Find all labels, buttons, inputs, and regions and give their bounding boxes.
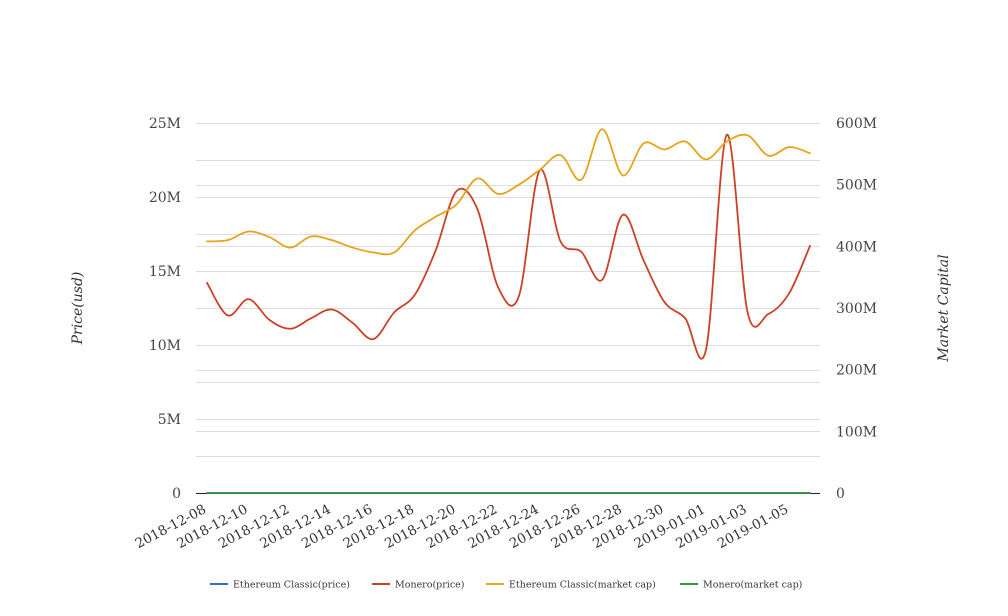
y-axis-left-title: Price(usd) <box>70 272 86 346</box>
legend-item-ethereum-classic-market-cap: Ethereum Classic(market cap) <box>486 580 656 591</box>
y-tick-label-right: 600M <box>836 116 877 132</box>
legend-label: Ethereum Classic(market cap) <box>509 580 656 591</box>
y-axis-right-title: Market Capital <box>936 254 952 362</box>
legend-label: Ethereum Classic(price) <box>233 580 350 591</box>
y-axis-right: 0 100M 200M 300M 400M 500M 600M <box>836 116 877 502</box>
y-tick-label-left: 10M <box>149 338 181 354</box>
y-tick-label-left: 20M <box>149 190 181 206</box>
y-tick-label-right: 100M <box>836 424 877 440</box>
legend-item-monero-market-cap: Monero(market cap) <box>680 580 802 591</box>
y-axis-left: 0 5M 10M 15M 20M 25M <box>149 116 181 502</box>
series-lines <box>206 128 811 494</box>
y-tick-label-left: 5M <box>158 412 181 428</box>
legend-label: Monero(market cap) <box>703 580 802 591</box>
y-tick-label-left: 0 <box>172 486 181 502</box>
legend-label: Monero(price) <box>395 580 464 591</box>
y-tick-label-right: 400M <box>836 239 877 255</box>
y-tick-label-left: 15M <box>149 264 181 280</box>
series-line-monero-price <box>206 133 811 360</box>
grid-lines <box>196 123 820 494</box>
y-tick-label-right: 500M <box>836 178 877 194</box>
y-tick-label-right: 200M <box>836 363 877 379</box>
y-tick-label-left: 25M <box>149 116 181 132</box>
legend-item-ethereum-classic-price: Ethereum Classic(price) <box>210 580 350 591</box>
x-axis: 2018-12-082018-12-102018-12-122018-12-14… <box>133 501 791 552</box>
legend: Ethereum Classic(price) Monero(price) Ethe… <box>210 580 802 591</box>
series-line-ethereum-classic-market-cap <box>206 128 811 256</box>
y-tick-label-right: 300M <box>836 301 877 317</box>
legend-item-monero-price: Monero(price) <box>372 580 464 591</box>
y-tick-label-right: 0 <box>836 486 845 502</box>
